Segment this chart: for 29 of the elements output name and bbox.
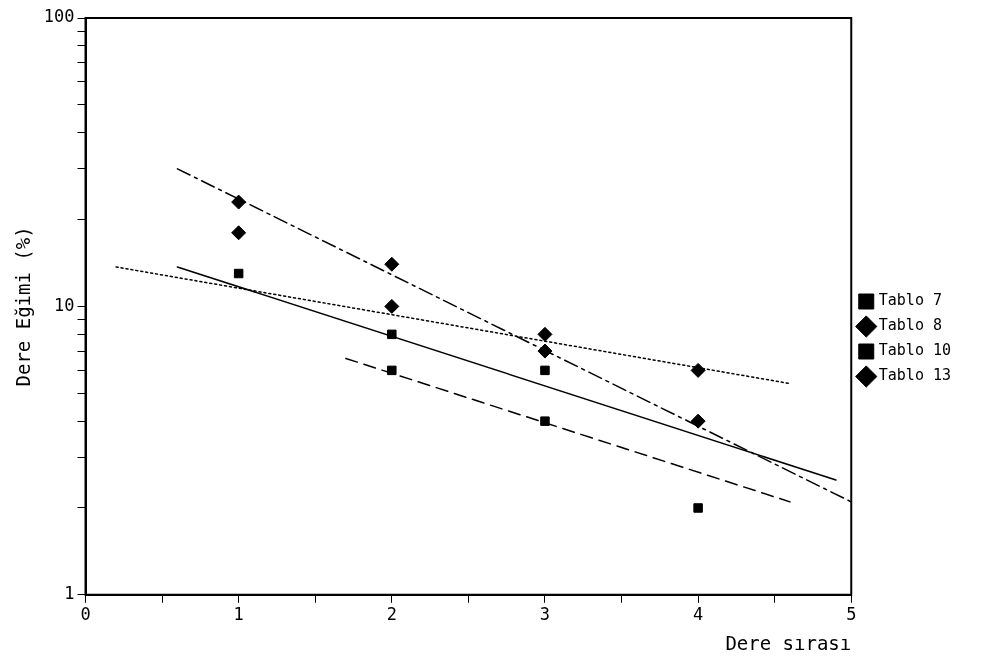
- point: [233, 268, 244, 279]
- point: [384, 298, 400, 314]
- y-axis-title: Dere Eğimi (%): [12, 226, 35, 387]
- legend-label: Tablo 13: [878, 366, 951, 385]
- point: [690, 413, 706, 429]
- x-axis-title: Dere sırası: [725, 631, 852, 654]
- point: [693, 503, 703, 513]
- y-tick-label: 10: [54, 294, 75, 315]
- point: [231, 225, 247, 241]
- point: [540, 416, 550, 426]
- point: [537, 326, 553, 342]
- point: [384, 256, 400, 272]
- x-tick-label: 3: [539, 604, 551, 625]
- point: [537, 343, 553, 359]
- x-tick-label: 1: [233, 604, 244, 625]
- legend-label: Tablo 7: [878, 291, 942, 310]
- x-tick-label: 0: [80, 604, 91, 625]
- legend-label: Tablo 10: [878, 341, 951, 360]
- point: [690, 362, 706, 378]
- point: [387, 329, 397, 340]
- point: [231, 194, 247, 210]
- point: [387, 365, 397, 376]
- x-tick-label: 4: [692, 604, 704, 625]
- y-tick-label: 1: [64, 583, 75, 604]
- y-tick-label: 100: [43, 6, 75, 27]
- point: [540, 365, 550, 376]
- legend-label: Tablo 8: [878, 316, 942, 335]
- x-tick-label: 5: [846, 604, 857, 625]
- x-tick-label: 2: [386, 604, 397, 625]
